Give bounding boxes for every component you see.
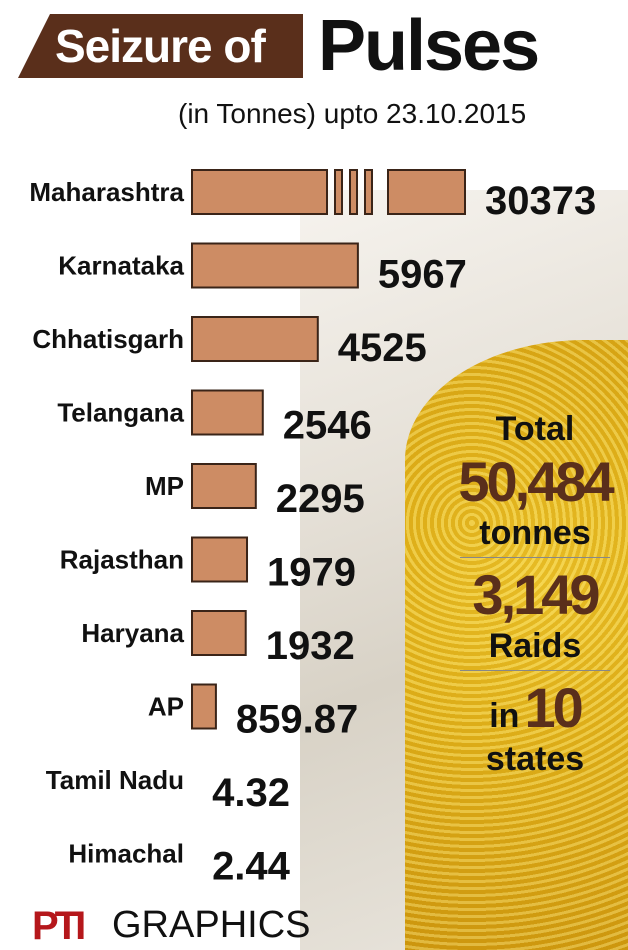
- category-label: Rajasthan: [60, 545, 184, 575]
- title-left: Seizure of: [55, 20, 266, 72]
- value-label: 2546: [283, 404, 372, 448]
- lentils-background: [405, 340, 628, 950]
- category-label: Himachal: [68, 839, 184, 869]
- category-label: Chhatisgarh: [32, 324, 184, 354]
- value-label: 4.32: [212, 771, 290, 815]
- title-band: Seizure of Pulses: [0, 0, 628, 92]
- states-prefix: in: [489, 697, 520, 735]
- value-label: 859.87: [236, 698, 358, 742]
- divider: [460, 557, 610, 558]
- bar: [191, 683, 217, 730]
- total-label: Total: [495, 410, 575, 448]
- title-tag: [18, 14, 303, 78]
- category-label: Telangana: [57, 398, 184, 428]
- divider: [460, 670, 610, 671]
- subtitle: (in Tonnes) upto 23.10.2015: [178, 98, 527, 129]
- total-value: 50,484: [458, 450, 614, 513]
- bar: [191, 316, 319, 362]
- states-label: states: [485, 740, 585, 778]
- bar: [191, 169, 328, 215]
- category-label: Tamil Nadu: [46, 765, 184, 795]
- bar: [191, 389, 264, 436]
- value-label: 30373: [485, 179, 596, 223]
- category-label: Haryana: [81, 618, 184, 648]
- total-unit: tonnes: [479, 514, 591, 552]
- bar: [334, 169, 343, 215]
- bar: [191, 463, 257, 509]
- category-label: AP: [148, 692, 184, 722]
- bar: [191, 536, 249, 583]
- footer: PTI GRAPHICS: [0, 896, 310, 950]
- pti-logo: PTI: [32, 904, 86, 948]
- value-label: 4525: [338, 326, 427, 370]
- graphics-label: GRAPHICS: [112, 904, 311, 946]
- bar: [364, 169, 373, 215]
- category-label: Karnataka: [58, 251, 184, 281]
- raids-label: Raids: [488, 627, 582, 665]
- title-right: Pulses: [318, 6, 540, 86]
- value-label: 2.44: [212, 845, 291, 889]
- bar: [387, 169, 466, 215]
- raids-value: 3,149: [472, 563, 600, 626]
- summary-panel: Total 50,484 tonnes 3,149 Raids in 10 st…: [455, 410, 615, 779]
- value-label: 5967: [378, 253, 467, 297]
- value-label: 1932: [266, 624, 355, 668]
- bar: [191, 242, 359, 289]
- value-label: 2295: [276, 477, 365, 521]
- bar: [349, 169, 358, 215]
- states-value: 10: [524, 676, 584, 739]
- category-label: MP: [145, 471, 184, 501]
- value-label: 1979: [267, 551, 356, 595]
- bar: [191, 610, 247, 656]
- bar-chart: Maharashtra 30373 Karnataka 5967 Chhatisgarh…: [29, 169, 596, 889]
- category-label: Maharashtra: [29, 177, 184, 207]
